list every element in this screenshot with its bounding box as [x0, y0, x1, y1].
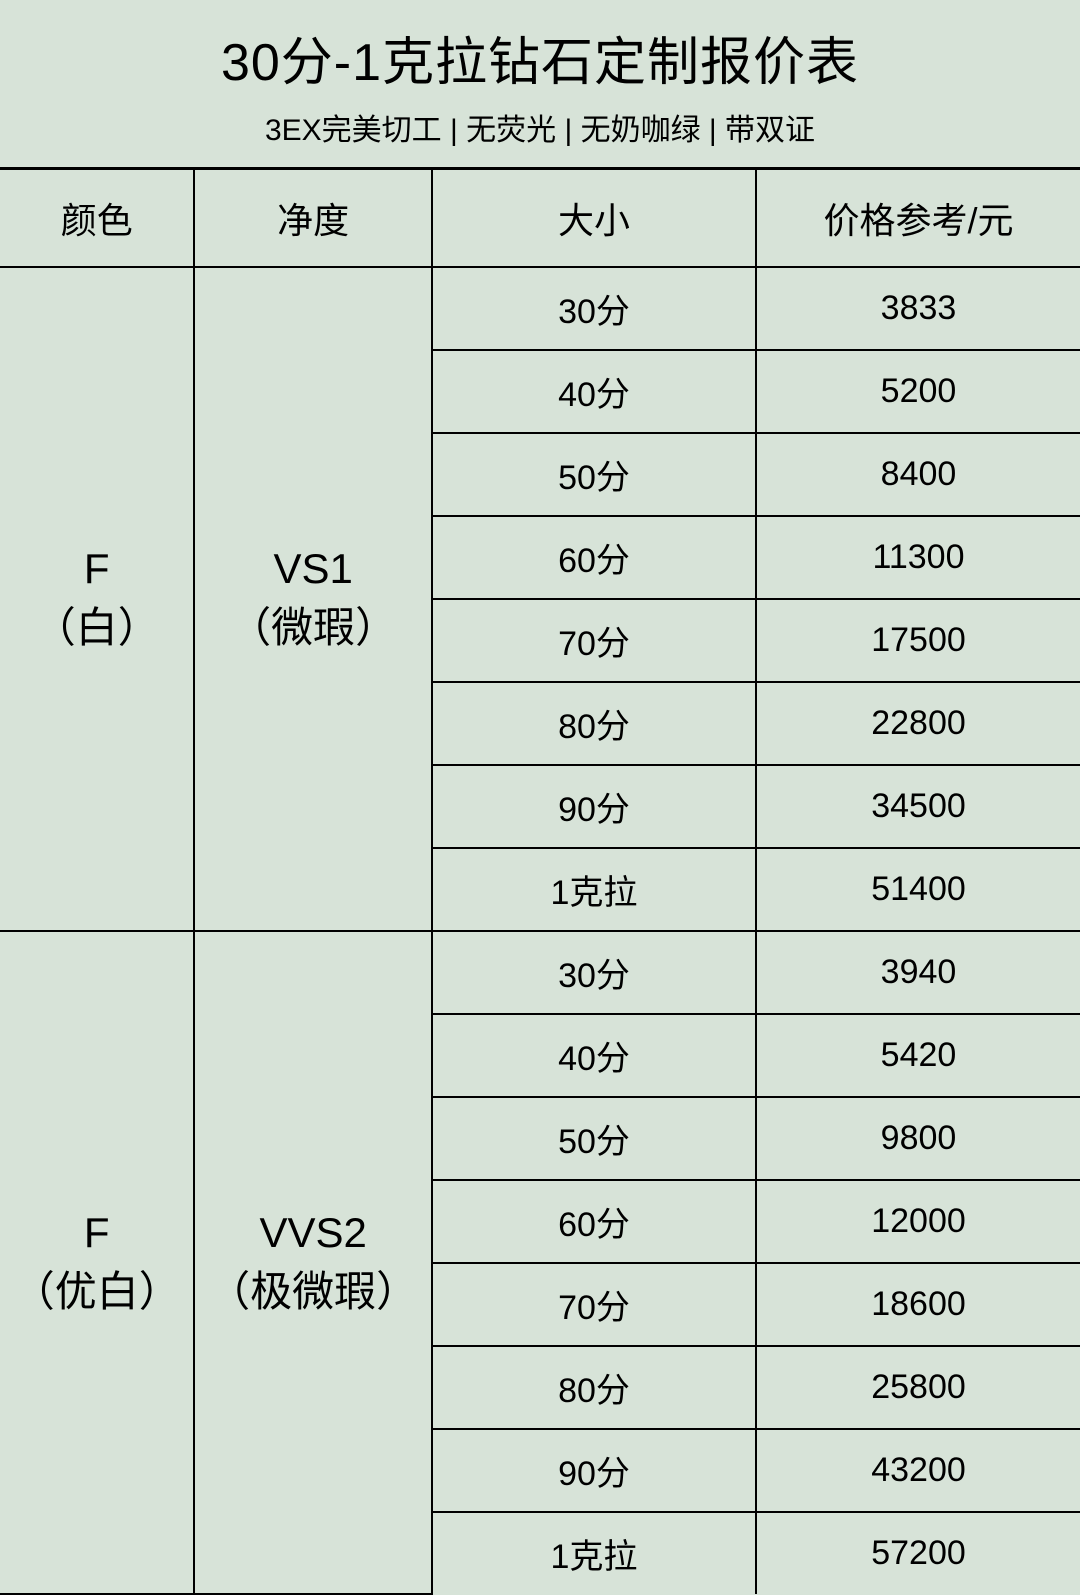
clarity-label: （极微瑕）: [208, 1268, 418, 1315]
size-cell: 90分: [432, 765, 756, 848]
size-cell: 40分: [432, 1014, 756, 1097]
color-label: （白）: [34, 604, 160, 651]
color-label: （优白）: [13, 1268, 181, 1315]
price-cell: 3940: [756, 931, 1080, 1014]
page-subtitle: 3EX完美切工 | 无荧光 | 无奶咖绿 | 带双证: [0, 105, 1080, 149]
price-cell: 18600: [756, 1263, 1080, 1346]
clarity-value: VS1: [273, 545, 352, 592]
price-cell: 43200: [756, 1429, 1080, 1512]
price-table-container: 30分-1克拉钻石定制报价表 3EX完美切工 | 无荧光 | 无奶咖绿 | 带双…: [0, 0, 1080, 1438]
size-cell: 50分: [432, 1097, 756, 1180]
table-body: F （白） VS1 （微瑕） 30分 3833 40分 5200 50分 840…: [0, 267, 1080, 1594]
size-cell: 40分: [432, 350, 756, 433]
price-cell: 34500: [756, 765, 1080, 848]
price-cell: 9800: [756, 1097, 1080, 1180]
table-row: F （优白） VVS2 （极微瑕） 30分 3940: [0, 931, 1080, 1014]
size-cell: 30分: [432, 931, 756, 1014]
column-header-clarity: 净度: [194, 170, 432, 267]
page-title: 30分-1克拉钻石定制报价表: [0, 20, 1080, 95]
column-header-price: 价格参考/元: [756, 170, 1080, 267]
size-cell: 30分: [432, 267, 756, 350]
price-cell: 11300: [756, 516, 1080, 599]
price-cell: 57200: [756, 1512, 1080, 1594]
size-cell: 70分: [432, 1263, 756, 1346]
size-cell: 60分: [432, 516, 756, 599]
size-cell: 1克拉: [432, 848, 756, 931]
size-cell: 70分: [432, 599, 756, 682]
price-cell: 17500: [756, 599, 1080, 682]
column-header-color: 颜色: [0, 170, 194, 267]
table-header: 30分-1克拉钻石定制报价表 3EX完美切工 | 无荧光 | 无奶咖绿 | 带双…: [0, 0, 1080, 170]
diamond-price-table: 颜色 净度 大小 价格参考/元 F （白） VS1 （微瑕） 30分 3833: [0, 170, 1080, 1595]
color-cell: F （白）: [0, 267, 194, 931]
price-cell: 3833: [756, 267, 1080, 350]
clarity-cell: VS1 （微瑕）: [194, 267, 432, 931]
size-cell: 90分: [432, 1429, 756, 1512]
size-cell: 60分: [432, 1180, 756, 1263]
table-header-row: 颜色 净度 大小 价格参考/元: [0, 170, 1080, 267]
price-cell: 5420: [756, 1014, 1080, 1097]
size-cell: 1克拉: [432, 1512, 756, 1594]
price-cell: 8400: [756, 433, 1080, 516]
price-cell: 12000: [756, 1180, 1080, 1263]
size-cell: 80分: [432, 682, 756, 765]
size-cell: 50分: [432, 433, 756, 516]
color-cell: F （优白）: [0, 931, 194, 1594]
price-cell: 25800: [756, 1346, 1080, 1429]
column-header-size: 大小: [432, 170, 756, 267]
clarity-value: VVS2: [259, 1209, 366, 1256]
price-cell: 51400: [756, 848, 1080, 931]
price-cell: 5200: [756, 350, 1080, 433]
size-cell: 80分: [432, 1346, 756, 1429]
table-row: F （白） VS1 （微瑕） 30分 3833: [0, 267, 1080, 350]
clarity-label: （微瑕）: [229, 604, 397, 651]
color-value: F: [84, 1209, 110, 1256]
color-value: F: [84, 545, 110, 592]
clarity-cell: VVS2 （极微瑕）: [194, 931, 432, 1594]
price-cell: 22800: [756, 682, 1080, 765]
